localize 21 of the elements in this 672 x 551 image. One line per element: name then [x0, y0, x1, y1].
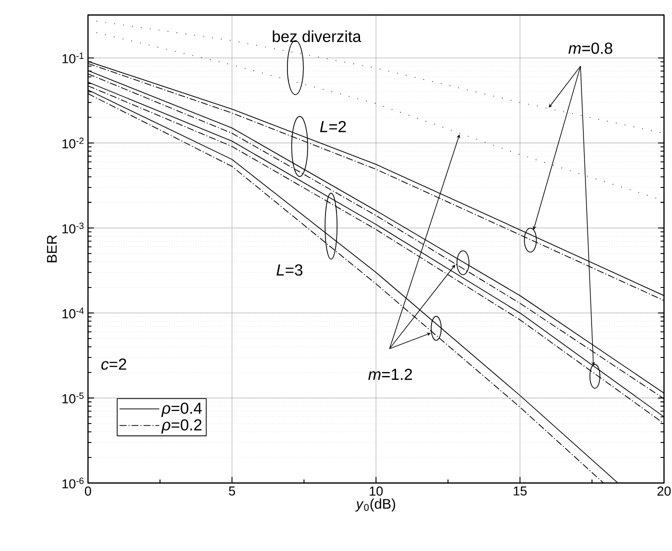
annotation: bez diverzita	[272, 30, 362, 42]
y-tick-label: 10$^{-1}$	[62, 52, 84, 64]
y-tick-label: 10$^{-2}$	[62, 138, 84, 148]
annotation: L=2	[320, 120, 346, 132]
y-tick-label: 10$^{-5}$	[62, 392, 84, 404]
annotation: m=0.8	[568, 42, 612, 54]
x-tick-label: 0	[84, 486, 92, 496]
y-axis-title: BER	[47, 235, 57, 262]
annotation: m=1.2	[368, 368, 412, 380]
y-tick-label: 10$^{-6}$	[62, 478, 84, 488]
x-tick-label: 5	[228, 486, 236, 496]
legend-label: ρ=0.2	[161, 419, 202, 434]
x-tick-label: 15	[514, 486, 527, 496]
x-axis-title: y$_{0}$(dB)	[355, 498, 396, 512]
y-tick-label: 10$^{-4}$	[62, 308, 84, 318]
x-tick-label: 20	[657, 486, 671, 496]
annotation: c=2	[101, 358, 126, 370]
legend-label: ρ=0.4	[161, 402, 202, 418]
annotation: L=3	[276, 264, 302, 276]
y-tick-label: 10$^{-3}$	[62, 222, 84, 234]
x-tick-label: 10	[370, 486, 383, 496]
